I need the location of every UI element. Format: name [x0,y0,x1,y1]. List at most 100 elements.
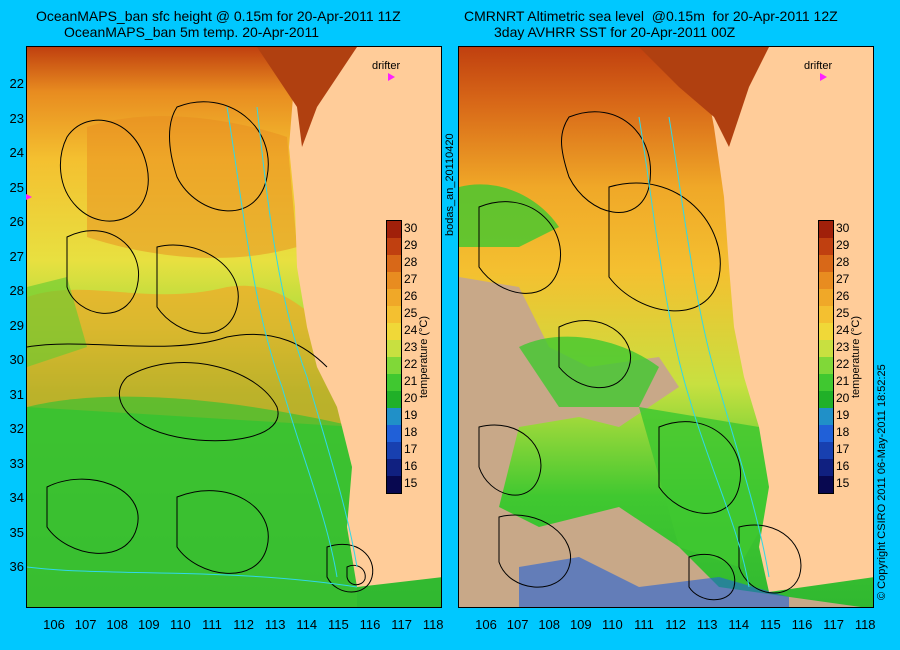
colorbar-tick-label: 23 [836,340,850,354]
x-tick-label: 109 [569,617,592,632]
y-tick-label: 23 [9,110,24,126]
colorbar-swatch [819,289,833,306]
y-tick-label: 27 [9,248,24,264]
left-map-svg [27,47,441,607]
left-drifter-marker-icon [388,73,395,81]
x-tick-label: 111 [202,617,222,632]
x-tick-label: 111 [634,617,654,632]
colorbar-tick-label: 29 [404,238,418,252]
x-tick-label: 113 [696,617,718,632]
colorbar-swatch [819,221,833,238]
colorbar-tick-label: 30 [404,221,418,235]
colorbar-tick-label: 20 [404,391,418,405]
right-title-line2: 3day AVHRR SST for 20-Apr-2011 00Z [494,24,736,40]
colorbar-swatch [387,221,401,238]
colorbar-tick-label: 17 [836,442,850,456]
x-tick-label: 109 [137,617,160,632]
colorbar-swatch [387,340,401,357]
colorbar-swatch [387,374,401,391]
x-tick-label: 115 [760,617,781,632]
x-tick-label: 114 [728,617,750,632]
left-colorbar [386,220,402,494]
left-edge-drifter-marker-icon [26,194,32,200]
colorbar-tick-label: 17 [404,442,418,456]
colorbar-tick-label: 27 [404,272,418,286]
colorbar-swatch [387,323,401,340]
left-title-line1: OceanMAPS_ban sfc height @ 0.15m for 20-… [36,8,401,24]
colorbar-swatch [387,238,401,255]
colorbar-tick-label: 30 [836,221,850,235]
colorbar-tick-label: 27 [836,272,850,286]
x-tick-label: 110 [170,617,191,632]
colorbar-swatch [387,306,401,323]
y-tick-label: 36 [9,559,24,574]
x-tick-label: 108 [106,617,129,632]
right-drifter-marker-icon [820,73,827,81]
colorbar-tick-label: 25 [836,306,850,320]
colorbar-swatch [819,255,833,272]
colorbar-tick-label: 24 [404,323,418,337]
y-tick-label: 22 [9,76,24,91]
y-tick-label: 29 [9,317,24,333]
x-tick-label: 118 [854,617,876,632]
right-map-svg [459,47,873,607]
colorbar-swatch [819,442,833,459]
x-tick-label: 116 [359,617,381,632]
x-tick-label: 116 [791,617,813,632]
right-map-panel[interactable] [458,46,874,608]
y-tick-label: 31 [9,386,24,402]
colorbar-tick-label: 28 [836,255,850,269]
colorbar-swatch [387,476,401,493]
y-tick-label: 30 [9,352,24,367]
colorbar-swatch [819,425,833,442]
colorbar-tick-label: 20 [836,391,850,405]
y-tick-label: 25 [9,179,24,195]
colorbar-swatch [819,323,833,340]
colorbar-tick-label: 16 [836,459,850,473]
y-tick-label: 28 [9,283,24,298]
y-tick-label: 34 [9,490,24,505]
x-tick-label: 114 [296,617,318,632]
colorbar-tick-label: 16 [404,459,418,473]
colorbar-tick-label: 24 [836,323,850,337]
colorbar-swatch [819,340,833,357]
x-tick-label: 118 [422,617,444,632]
left-title-line2: OceanMAPS_ban 5m temp. 20-Apr-2011 [64,24,319,40]
colorbar-tick-label: 22 [836,357,850,371]
colorbar-swatch [387,289,401,306]
x-tick-label: 107 [506,617,529,632]
colorbar-tick-label: 19 [836,408,850,422]
colorbar-swatch [819,459,833,476]
colorbar-swatch [387,272,401,289]
y-tick-label: 33 [9,455,24,471]
colorbar-swatch [819,374,833,391]
colorbar-tick-label: 29 [836,238,850,252]
colorbar-swatch [387,425,401,442]
x-tick-label: 113 [264,617,286,632]
colorbar-swatch [819,408,833,425]
colorbar-swatch [387,442,401,459]
colorbar-tick-label: 19 [404,408,418,422]
y-tick-label: 32 [9,421,24,436]
x-tick-label: 106 [475,617,497,632]
colorbar-tick-label: 28 [404,255,418,269]
colorbar-tick-label: 23 [404,340,418,354]
y-tick-label: 35 [9,524,24,540]
colorbar-swatch [387,255,401,272]
left-drifter-label: drifter [372,60,401,72]
right-colorbar [818,220,834,494]
y-tick-label: 26 [9,214,24,229]
x-tick-label: 108 [538,617,561,632]
right-drifter-label: drifter [804,60,833,72]
x-tick-label: 117 [391,617,412,632]
x-tick-label: 117 [823,617,844,632]
colorbar-swatch [819,391,833,408]
y-tick-label: 24 [9,145,24,160]
left-map-panel[interactable] [26,46,442,608]
colorbar-tick-label: 15 [404,476,418,490]
colorbar-tick-label: 21 [836,374,850,388]
colorbar-tick-label: 18 [404,425,418,439]
colorbar-swatch [819,306,833,323]
x-tick-label: 107 [74,617,97,632]
colorbar-swatch [819,272,833,289]
